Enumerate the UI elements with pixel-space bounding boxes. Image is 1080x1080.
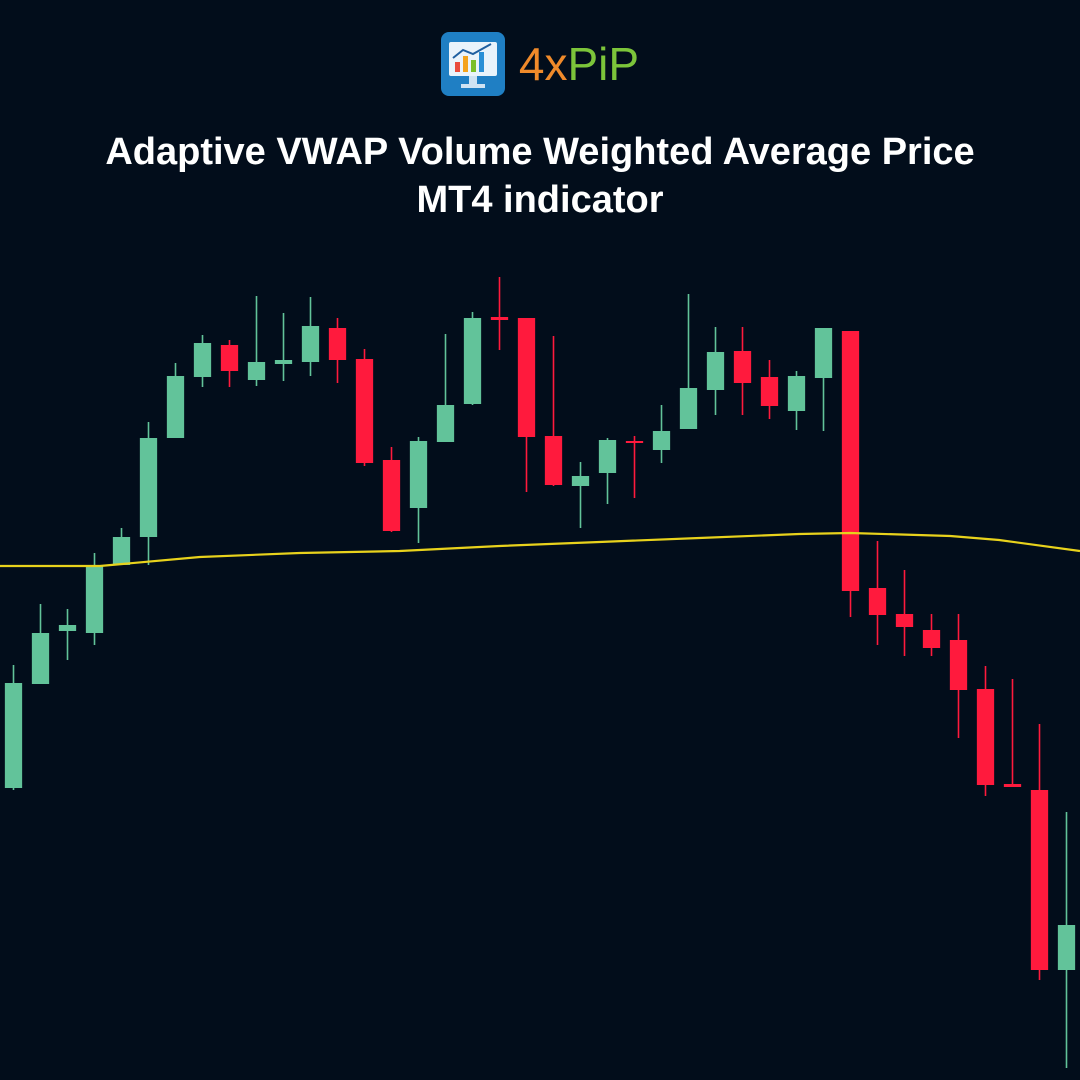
candle-body	[139, 438, 158, 537]
candle-body	[409, 441, 428, 508]
candle-body	[31, 633, 50, 684]
candle-body	[1030, 790, 1049, 970]
candle-body	[976, 689, 995, 785]
candle-body	[841, 331, 860, 591]
candle-body	[598, 440, 617, 473]
candle-body	[1057, 925, 1076, 970]
candle-body	[247, 362, 266, 380]
brand-part: PiP	[567, 38, 640, 90]
brand: 4xPiP	[519, 37, 639, 91]
logo-icon	[440, 32, 505, 96]
candle-body	[652, 431, 671, 450]
candle-body	[220, 345, 239, 371]
brand-part: 4x	[518, 38, 568, 90]
candle-body	[679, 388, 698, 429]
candle-body	[814, 328, 833, 378]
candle-body	[787, 376, 806, 411]
candle-body	[4, 683, 23, 788]
candle-body	[490, 317, 509, 320]
candle-body	[868, 588, 887, 615]
candle-body	[193, 343, 212, 377]
logo: 4xPiP	[0, 32, 1080, 96]
chart-title: Adaptive VWAP Volume Weighted Average Pr…	[105, 131, 975, 221]
candle-body	[436, 405, 455, 442]
candle-body	[382, 460, 401, 531]
candle-body	[706, 352, 725, 390]
vwap-line	[0, 531, 1080, 568]
candle-body	[517, 318, 536, 437]
candle-body	[85, 565, 104, 633]
candle-body	[463, 318, 482, 404]
candle-body	[328, 328, 347, 360]
candle-body	[112, 537, 131, 565]
candle-body	[301, 326, 320, 362]
candle-body	[166, 376, 185, 438]
candle-body	[895, 614, 914, 627]
candle-body	[625, 441, 644, 443]
candle-body	[571, 476, 590, 486]
candle-body	[760, 377, 779, 406]
candle-body	[355, 359, 374, 463]
candle-body	[58, 625, 77, 631]
candle-body	[733, 351, 752, 383]
candle-body	[922, 630, 941, 648]
candle-body	[1003, 784, 1022, 787]
candle-body	[274, 360, 293, 364]
candle-body	[544, 436, 563, 485]
candle-body	[949, 640, 968, 690]
